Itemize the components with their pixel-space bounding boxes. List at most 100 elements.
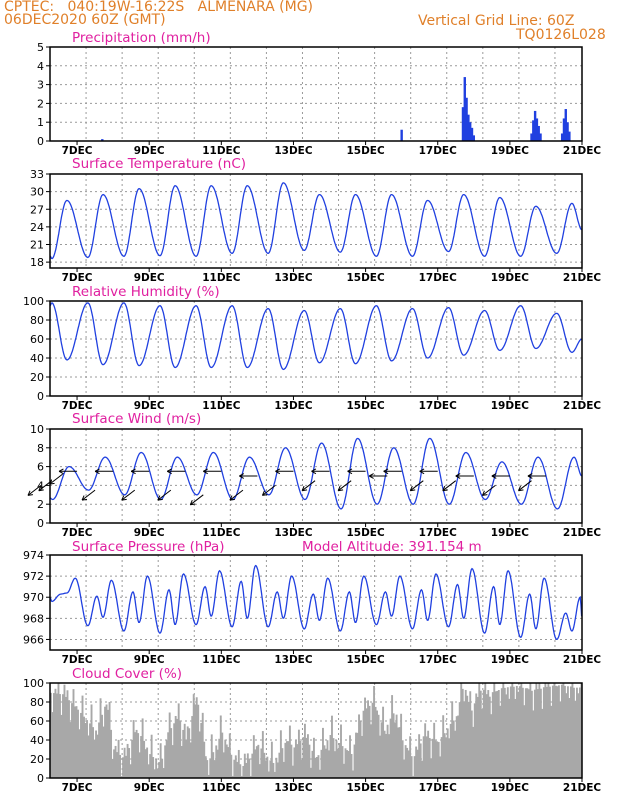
cloud-bar bbox=[484, 683, 487, 778]
cloud-bar bbox=[156, 768, 159, 778]
cloud-bar bbox=[126, 743, 129, 778]
cloud-bar bbox=[53, 693, 55, 778]
cloud-bar bbox=[171, 745, 174, 778]
pressure-xtick-label: 21DEC bbox=[563, 654, 602, 666]
cloud-bar bbox=[161, 758, 164, 778]
temp-xtick-label: 17DEC bbox=[419, 272, 458, 284]
cloud-bar bbox=[557, 685, 560, 778]
cloud-bar bbox=[434, 740, 437, 778]
cloud-bar bbox=[475, 693, 478, 778]
cloud-bar bbox=[469, 691, 472, 778]
cloud-bar bbox=[578, 687, 581, 778]
pressure-ytick-label: 974 bbox=[23, 549, 44, 562]
cloud-bar bbox=[382, 706, 385, 778]
cloud-bar bbox=[303, 723, 306, 778]
cloud-bar bbox=[487, 690, 490, 778]
wind-xtick-label: 15DEC bbox=[346, 527, 385, 539]
cloud-bar bbox=[167, 732, 170, 778]
precip-ytick-label: 4 bbox=[37, 60, 44, 73]
rh-frame bbox=[49, 300, 583, 397]
cloud-bar bbox=[273, 771, 276, 778]
run-date-header: 06DEC2020 60Z (GMT) bbox=[4, 12, 166, 28]
cloud-bar bbox=[182, 729, 185, 778]
precip-bar bbox=[539, 133, 542, 141]
cloud-bar bbox=[527, 689, 530, 778]
cloud-bar bbox=[123, 747, 126, 778]
cloud-bar bbox=[218, 738, 221, 778]
cloud-bar bbox=[574, 700, 577, 778]
pressure-ytick-label: 968 bbox=[23, 612, 44, 625]
wind-xtick-label: 19DEC bbox=[491, 527, 530, 539]
precip-title: Precipitation (mm/h) bbox=[72, 30, 211, 46]
cloud-bar bbox=[164, 745, 167, 778]
cloud-bar bbox=[62, 694, 64, 778]
cloud-bar bbox=[96, 734, 99, 778]
cloud-bar bbox=[499, 705, 502, 778]
cloud-bar bbox=[153, 769, 156, 778]
cloud-bar bbox=[440, 737, 443, 778]
temp-xtick-label: 19DEC bbox=[491, 272, 530, 284]
cloud-bar bbox=[538, 683, 541, 778]
cloud-bar bbox=[347, 750, 350, 778]
cloud-bar bbox=[566, 686, 569, 778]
cloud-bar bbox=[101, 714, 103, 778]
cloud-bar bbox=[398, 727, 401, 778]
cloud-bar bbox=[517, 691, 520, 778]
cloud-bar bbox=[99, 698, 102, 778]
cloud-bar bbox=[317, 755, 320, 778]
cloud-bar bbox=[457, 715, 460, 778]
precip-xtick-label: 13DEC bbox=[274, 145, 313, 157]
cloud-bar bbox=[428, 737, 431, 778]
cloud-bar bbox=[337, 748, 339, 778]
cloud-bar bbox=[216, 749, 219, 778]
temp-series-line bbox=[50, 182, 582, 260]
cloud-bar bbox=[422, 736, 425, 778]
cloud-bar bbox=[125, 755, 128, 778]
cloud-bar bbox=[493, 683, 496, 778]
cloud-bar bbox=[392, 713, 395, 778]
cloud-bar bbox=[412, 776, 415, 778]
cloud-bar bbox=[524, 688, 527, 778]
cloud-bar bbox=[419, 743, 422, 778]
rh-xtick-label: 17DEC bbox=[419, 400, 458, 412]
precip-bar bbox=[562, 118, 566, 141]
cloud-bar bbox=[442, 715, 445, 778]
cloud-xtick-label: 15DEC bbox=[346, 782, 385, 794]
cloud-bar bbox=[521, 687, 524, 778]
cloud-bar bbox=[424, 723, 427, 778]
precip-ytick-label: 2 bbox=[37, 97, 44, 110]
cloud-bar bbox=[383, 730, 386, 778]
cloud-bar bbox=[439, 756, 442, 778]
rh-xtick-label: 21DEC bbox=[563, 400, 602, 412]
cloud-bar bbox=[174, 715, 177, 778]
cloud-bar bbox=[77, 709, 79, 778]
rh-ytick-label: 60 bbox=[30, 333, 44, 346]
temp-xtick-label: 15DEC bbox=[346, 272, 385, 284]
cloud-bar bbox=[430, 758, 433, 778]
precip-bar bbox=[535, 118, 539, 141]
precip-xtick-label: 17DEC bbox=[419, 145, 458, 157]
cloud-bar bbox=[520, 683, 523, 778]
cloud-bar bbox=[233, 759, 236, 778]
cloud-bar bbox=[239, 764, 242, 778]
cloud-bar bbox=[290, 744, 293, 778]
cloud-bar bbox=[559, 701, 562, 778]
cloud-bar bbox=[138, 752, 141, 778]
cloud-bar bbox=[177, 703, 180, 778]
cloud-bar bbox=[380, 722, 383, 778]
cloud-bar bbox=[341, 746, 344, 778]
cloud-bar bbox=[515, 685, 518, 778]
cloud-bar bbox=[110, 729, 113, 778]
cloud-bar bbox=[189, 742, 192, 778]
pressure-title: Surface Pressure (hPa) bbox=[72, 539, 225, 555]
cloud-bar bbox=[291, 765, 294, 778]
cloud-bar bbox=[249, 776, 252, 778]
cloud-bar bbox=[362, 710, 365, 778]
cloud-bar bbox=[323, 745, 326, 778]
cloud-bar bbox=[445, 737, 448, 778]
rh-ytick-label: 20 bbox=[30, 371, 44, 384]
cloud-bar bbox=[231, 776, 234, 778]
cloud-bar bbox=[276, 762, 279, 778]
cloud-bar bbox=[200, 722, 203, 778]
cloud-bar bbox=[56, 693, 58, 778]
